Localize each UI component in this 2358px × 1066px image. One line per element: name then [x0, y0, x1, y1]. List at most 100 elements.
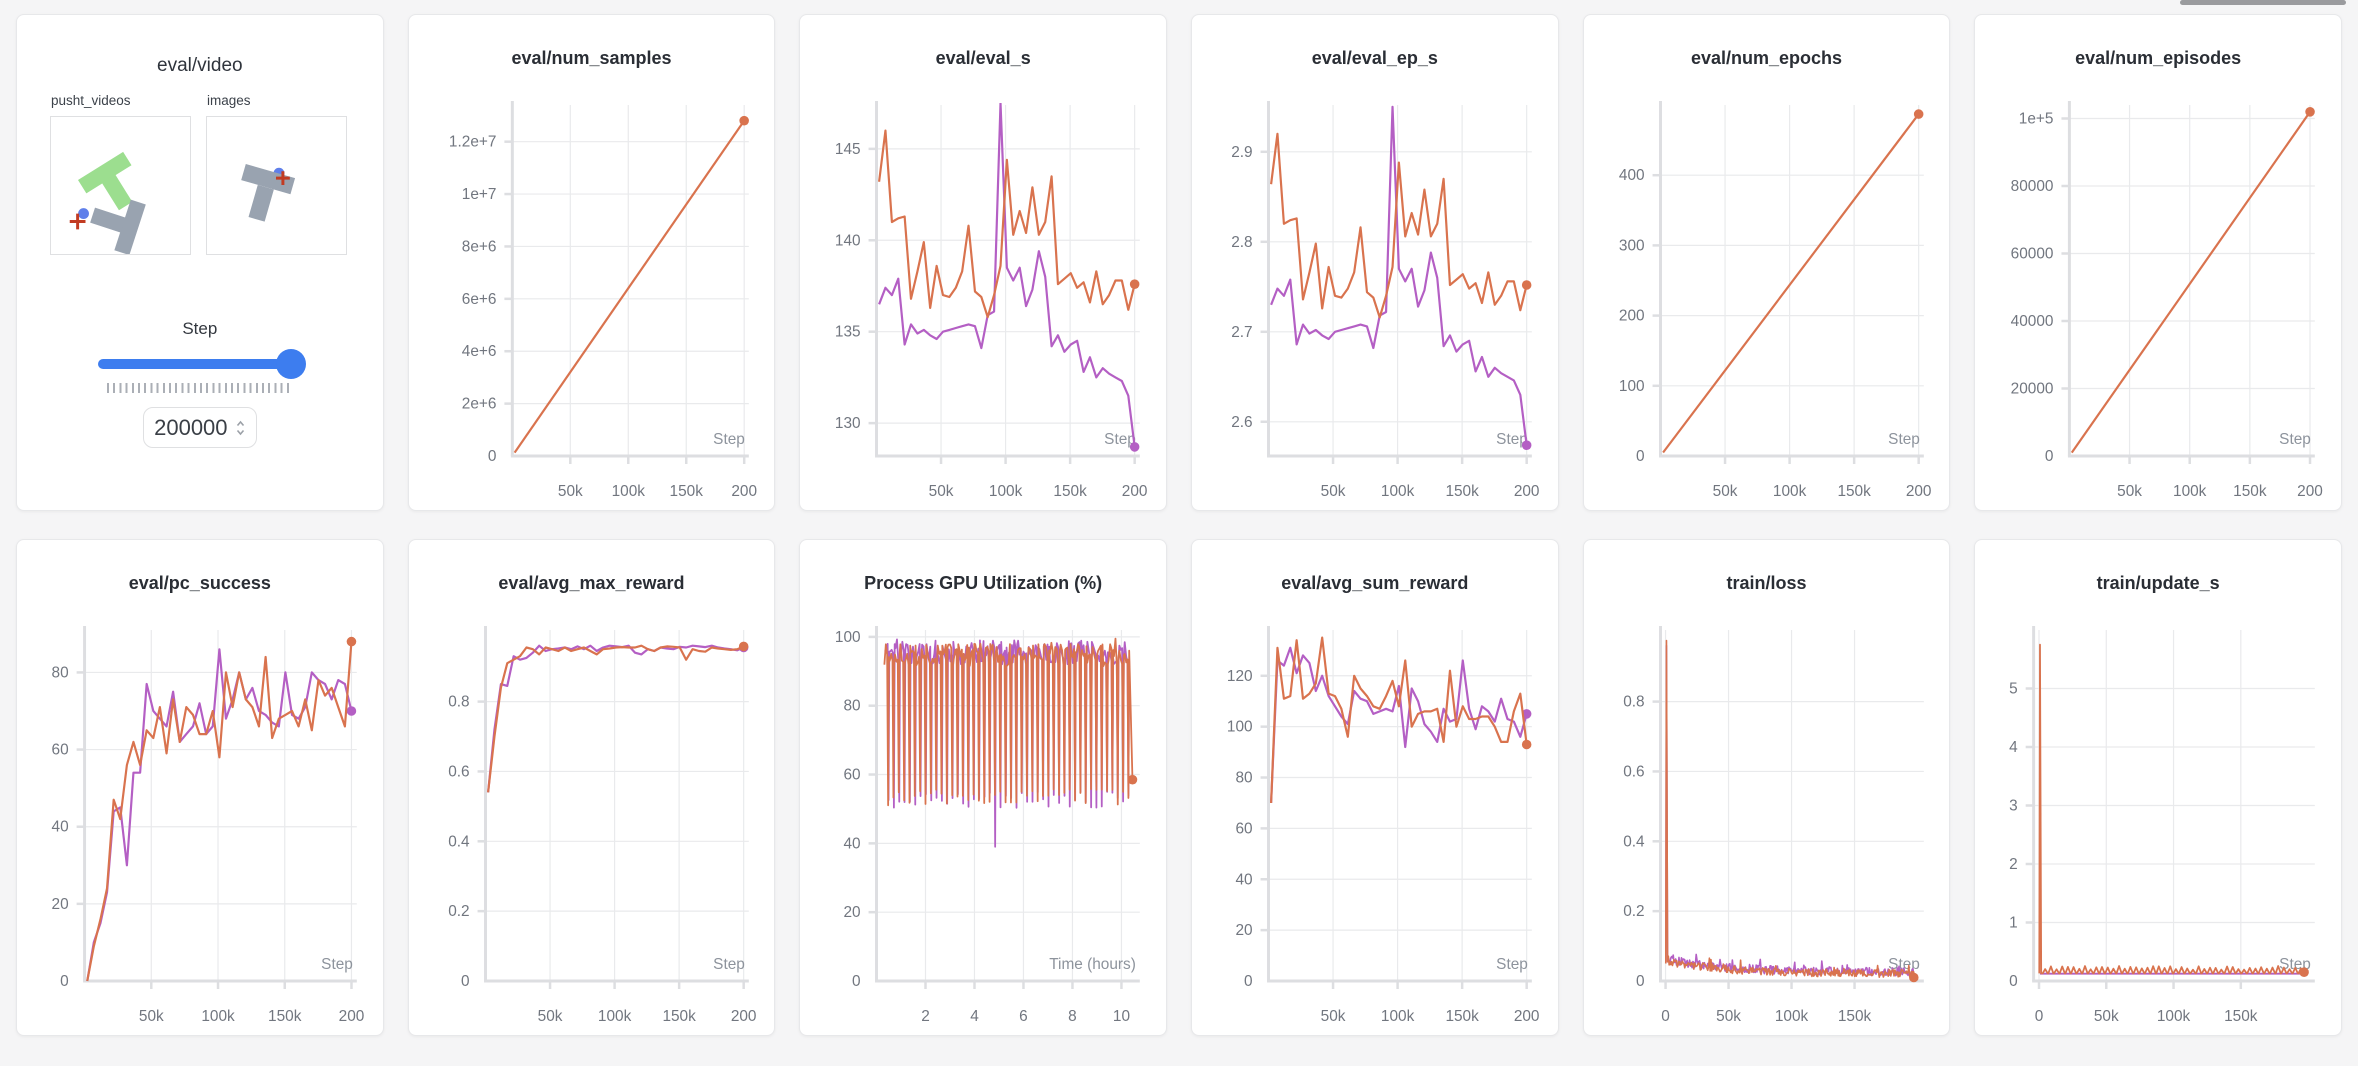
pusht-scene-thumbnail[interactable] [50, 116, 191, 255]
svg-text:50k: 50k [2117, 483, 2142, 500]
step-value-input[interactable]: 200000 [142, 407, 257, 448]
step-slider-label: Step [182, 319, 218, 338]
svg-text:0.2: 0.2 [448, 903, 469, 920]
series-line-purple [1269, 646, 1528, 804]
svg-text:200: 200 [730, 1008, 756, 1025]
stepper-icon[interactable] [235, 418, 246, 438]
svg-text:0: 0 [461, 973, 470, 990]
svg-text:135: 135 [835, 324, 861, 341]
svg-text:1e+7: 1e+7 [461, 186, 496, 203]
svg-text:200: 200 [339, 1008, 365, 1025]
svg-text:100: 100 [1227, 719, 1253, 736]
svg-text:60000: 60000 [2011, 245, 2054, 262]
svg-text:145: 145 [835, 141, 861, 158]
chart-canvas[interactable]: 0 100 200 300 400 50k 100k 150k 200 Step [1584, 67, 1950, 511]
series-line-orange [86, 641, 353, 982]
svg-text:20: 20 [52, 896, 69, 913]
series-line-purple [486, 644, 744, 793]
svg-text:150k: 150k [1838, 1008, 1872, 1025]
svg-text:200: 200 [1514, 483, 1540, 500]
series-end-dot-orange [346, 636, 357, 647]
chart-panel: eval/num_epochs 0 100 200 300 400 50k 100k 150k 2… [1582, 14, 1951, 511]
svg-text:100k: 100k [1773, 483, 1807, 500]
svg-text:3: 3 [2009, 797, 2018, 814]
series-end-dot-purple [346, 706, 357, 716]
chart-canvas[interactable]: 0 2e+6 4e+6 6e+6 8e+6 1e+7 1.2e+7 50k 100k 150k 20… [409, 67, 775, 511]
svg-text:100: 100 [1619, 378, 1645, 395]
tee-scene-thumbnail[interactable] [206, 116, 347, 255]
svg-text:60: 60 [844, 766, 861, 783]
svg-text:0.6: 0.6 [448, 763, 469, 780]
svg-text:150k: 150k [669, 483, 703, 500]
series-line-orange [1661, 113, 1920, 454]
horizontal-scrollbar-thumb[interactable] [2180, 0, 2346, 5]
svg-text:130: 130 [835, 415, 861, 432]
x-axis-label: Step [1496, 956, 1528, 973]
media-item-images: images [206, 93, 347, 255]
x-axis-label: Time (hours) [1050, 956, 1137, 973]
svg-text:0.8: 0.8 [448, 694, 469, 711]
chart-title: eval/avg_sum_reward [1281, 573, 1469, 593]
svg-text:100k: 100k [598, 1008, 632, 1025]
svg-text:200: 200 [2297, 483, 2323, 500]
svg-text:0: 0 [1636, 448, 1645, 465]
svg-text:80: 80 [1235, 769, 1252, 786]
svg-text:20: 20 [844, 904, 861, 921]
series-line-purple [878, 103, 1137, 448]
media-item-pusht-videos: pusht_videos [50, 93, 191, 255]
svg-text:2.8: 2.8 [1231, 234, 1252, 251]
chart-title: train/update_s [2096, 573, 2220, 593]
svg-text:0: 0 [1244, 973, 1253, 990]
series-line-purple [1664, 644, 1915, 977]
svg-text:0.6: 0.6 [1623, 763, 1644, 780]
slider-track[interactable] [97, 359, 302, 369]
chart-canvas[interactable]: 0 20 40 60 80 100 2 4 6 8 10 Time (hours) [800, 592, 1166, 1036]
svg-text:80: 80 [844, 698, 861, 715]
chart-title: eval/num_episodes [2075, 48, 2242, 68]
svg-text:200: 200 [1122, 483, 1148, 500]
svg-text:0.2: 0.2 [1623, 903, 1644, 920]
svg-text:0.4: 0.4 [1623, 833, 1645, 850]
step-slider[interactable] [97, 349, 306, 379]
x-axis-label: Step [1105, 431, 1137, 448]
chart-canvas[interactable]: 0 0.2 0.4 0.6 0.8 50k 100k 150k 200 Step [409, 592, 775, 1036]
slider-ruler [106, 383, 293, 393]
slider-thumb[interactable] [275, 349, 306, 379]
chart-canvas[interactable]: 130 135 140 145 50k 100k 150k 200 Step [800, 67, 1166, 511]
x-axis-label: Step [713, 431, 745, 448]
chart-panel: eval/eval_s 130 135 140 145 50k 100k 150k 200 Ste… [799, 14, 1167, 511]
green-tee-shape [78, 151, 133, 211]
svg-text:100k: 100k [2173, 483, 2207, 500]
chart-canvas[interactable]: 0 20 40 60 80 50k 100k 150k 200 Step [17, 592, 383, 1036]
chart-canvas[interactable]: 0 20000 40000 60000 80000 1e+5 50k 100k 150k 200 S… [1975, 67, 2341, 511]
svg-text:150k: 150k [2224, 1008, 2258, 1025]
chart-panel: eval/avg_max_reward 0 0.2 0.4 0.6 0.8 50k 100k 1… [407, 539, 776, 1036]
chart-title: eval/num_epochs [1690, 48, 1843, 68]
chart-title: eval/avg_max_reward [498, 573, 685, 593]
svg-text:50k: 50k [139, 1008, 164, 1025]
svg-text:1: 1 [2009, 914, 2018, 931]
series-end-dot-orange [1130, 279, 1140, 289]
series-end-dot-orange [738, 641, 749, 652]
svg-text:100k: 100k [1381, 483, 1415, 500]
series-line-purple [1270, 105, 1528, 446]
media-row: pusht_videos images [17, 93, 383, 255]
chart-panel: train/update_s 0 1 2 3 4 5 0 50k 100k 150k Step [1974, 539, 2342, 1036]
svg-text:20: 20 [1235, 922, 1252, 939]
chart-panel: eval/num_samples 0 2e+6 4e+6 6e+6 8e+6 1e+7 1.2… [407, 14, 776, 511]
svg-text:120: 120 [1227, 668, 1253, 685]
svg-text:50k: 50k [537, 1008, 562, 1025]
chart-canvas[interactable]: 2.6 2.7 2.8 2.9 50k 100k 150k 200 Step [1192, 67, 1558, 511]
series-line-orange [1269, 132, 1528, 319]
series-end-dot-purple [1521, 709, 1532, 719]
series-line-orange [1664, 639, 1915, 979]
agent-dot-icon [78, 208, 89, 220]
chart-canvas[interactable]: 0 20 40 60 80 100 120 50k 100k 150k 200 Step [1192, 592, 1558, 1036]
series-end-dot-orange [1908, 972, 1919, 983]
series-end-dot-orange [1128, 774, 1138, 785]
series-end-dot-orange [739, 115, 749, 126]
media-label: images [207, 93, 251, 108]
